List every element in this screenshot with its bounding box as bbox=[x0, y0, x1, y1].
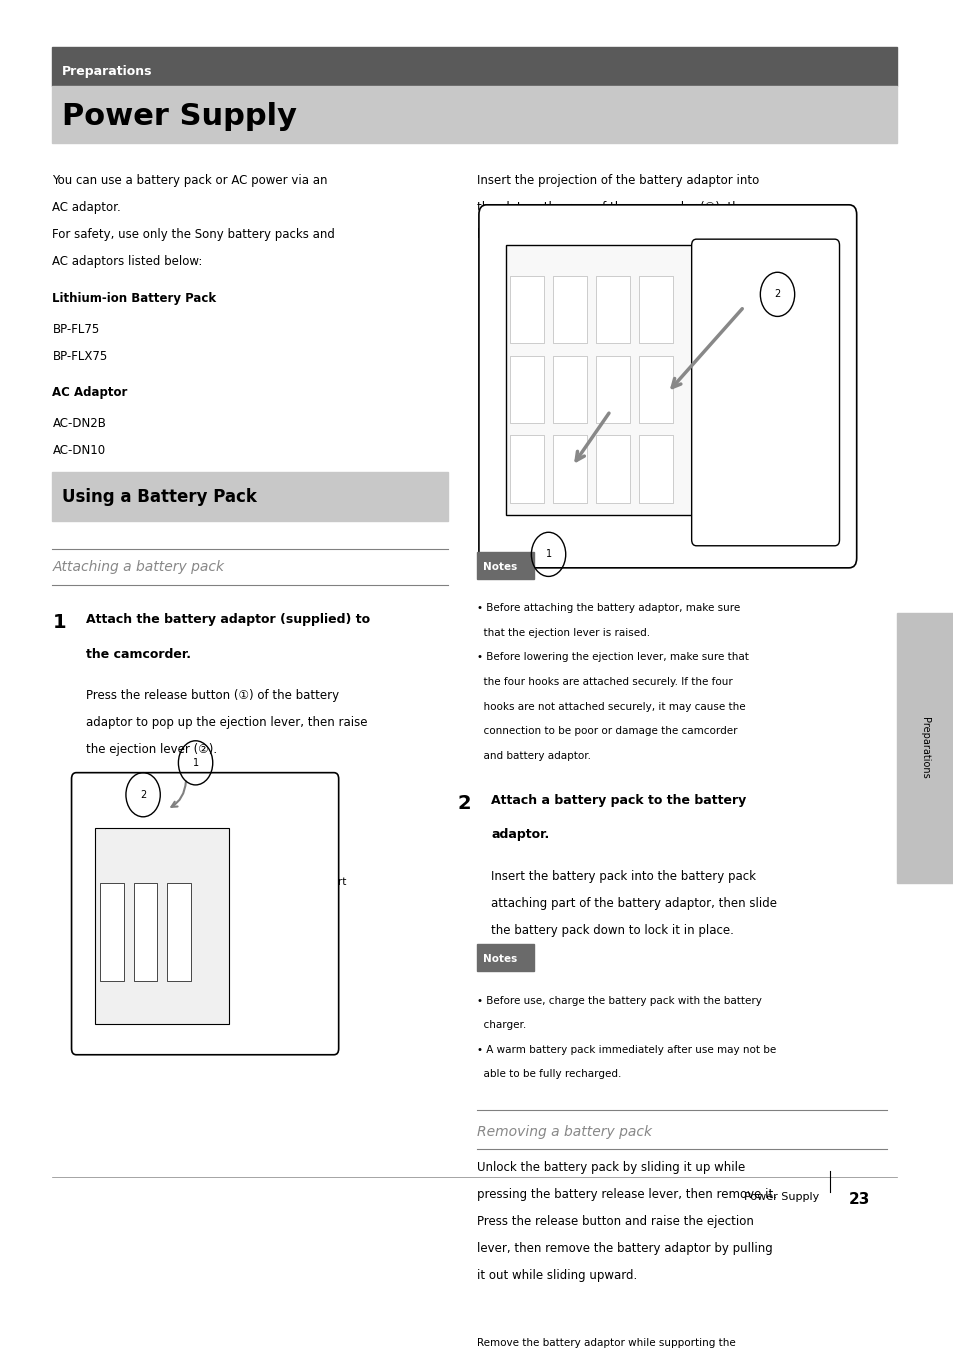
Bar bbox=[133, 883, 157, 982]
Text: lever, then remove the battery adaptor by pulling: lever, then remove the battery adaptor b… bbox=[476, 1242, 772, 1256]
Text: able to be fully recharged.: able to be fully recharged. bbox=[476, 1069, 620, 1079]
Text: Notes: Notes bbox=[482, 561, 517, 572]
Text: the battery pack down to lock it in place.: the battery pack down to lock it in plac… bbox=[491, 923, 734, 937]
Text: AC-DN2B: AC-DN2B bbox=[52, 416, 106, 430]
Text: 2: 2 bbox=[140, 790, 146, 800]
Text: • Before attaching the battery adaptor, make sure: • Before attaching the battery adaptor, … bbox=[476, 603, 740, 614]
Bar bbox=[167, 883, 191, 982]
Text: Battery: Battery bbox=[71, 895, 110, 906]
Text: Power Supply: Power Supply bbox=[743, 1192, 819, 1202]
Text: Note: Note bbox=[482, 1297, 510, 1306]
Text: adaptor to pop up the ejection lever, then raise: adaptor to pop up the ejection lever, th… bbox=[86, 717, 367, 729]
Text: Battery pack: Battery pack bbox=[272, 852, 338, 863]
Bar bbox=[596, 276, 629, 343]
Bar bbox=[596, 356, 629, 423]
Bar bbox=[52, 85, 896, 143]
FancyArrowPatch shape bbox=[172, 781, 186, 807]
Text: 2: 2 bbox=[457, 794, 471, 813]
Bar bbox=[896, 614, 953, 883]
FancyBboxPatch shape bbox=[71, 772, 338, 1055]
Bar bbox=[639, 356, 672, 423]
Text: 1: 1 bbox=[52, 614, 66, 633]
Text: Unlock the battery pack by sliding it up while: Unlock the battery pack by sliding it up… bbox=[476, 1161, 744, 1175]
Bar bbox=[476, 1287, 526, 1314]
Bar bbox=[52, 472, 448, 522]
Text: Insert the battery pack into the battery pack: Insert the battery pack into the battery… bbox=[491, 869, 756, 883]
Text: attaching part: attaching part bbox=[272, 877, 346, 887]
Text: the slot on the rear of the camcorder (①), then: the slot on the rear of the camcorder (①… bbox=[476, 201, 754, 214]
Text: AC adaptor.: AC adaptor. bbox=[52, 201, 121, 214]
Text: the camcorder.: the camcorder. bbox=[86, 648, 191, 661]
Bar bbox=[553, 356, 586, 423]
Text: Attaching a battery pack: Attaching a battery pack bbox=[52, 561, 224, 575]
Text: • A warm battery pack immediately after use may not be: • A warm battery pack immediately after … bbox=[476, 1045, 776, 1055]
Text: 23: 23 bbox=[848, 1192, 869, 1207]
Text: the ejection lever (②).: the ejection lever (②). bbox=[86, 744, 216, 756]
Text: Lithium-ion Battery Pack: Lithium-ion Battery Pack bbox=[52, 292, 216, 306]
Text: Preparations: Preparations bbox=[920, 718, 929, 779]
Bar bbox=[95, 827, 229, 1023]
Text: charger.: charger. bbox=[476, 1021, 526, 1030]
Text: adaptor.: adaptor. bbox=[491, 827, 549, 841]
Text: AC-DN10: AC-DN10 bbox=[52, 443, 106, 457]
Text: and battery adaptor.: and battery adaptor. bbox=[476, 750, 590, 761]
Bar bbox=[505, 245, 696, 515]
Text: Using a Battery Pack: Using a Battery Pack bbox=[62, 488, 256, 506]
Text: hooks are not attached securely, it may cause the: hooks are not attached securely, it may … bbox=[476, 702, 745, 711]
Text: Insert the projection of the battery adaptor into: Insert the projection of the battery ada… bbox=[476, 174, 759, 187]
Text: 2: 2 bbox=[774, 289, 780, 299]
Text: Preparations: Preparations bbox=[62, 65, 152, 77]
Text: Removing a battery pack: Removing a battery pack bbox=[476, 1125, 651, 1138]
FancyBboxPatch shape bbox=[478, 204, 856, 568]
Text: attaching part of the battery adaptor, then slide: attaching part of the battery adaptor, t… bbox=[491, 896, 777, 910]
Bar bbox=[510, 356, 543, 423]
Text: For safety, use only the Sony battery packs and: For safety, use only the Sony battery pa… bbox=[52, 228, 335, 241]
Text: 1: 1 bbox=[193, 758, 198, 768]
Text: that the ejection lever is raised.: that the ejection lever is raised. bbox=[476, 627, 649, 638]
Text: BP-FLX75: BP-FLX75 bbox=[52, 350, 108, 362]
Text: release: release bbox=[71, 918, 110, 927]
Bar bbox=[476, 944, 534, 971]
FancyArrowPatch shape bbox=[576, 414, 608, 461]
Bar bbox=[596, 435, 629, 503]
Bar bbox=[510, 435, 543, 503]
Text: 1: 1 bbox=[545, 549, 551, 560]
Text: AC Adaptor: AC Adaptor bbox=[52, 387, 128, 399]
Text: Press the release button (①) of the battery: Press the release button (①) of the batt… bbox=[86, 690, 338, 702]
Bar bbox=[639, 276, 672, 343]
Text: lever: lever bbox=[71, 940, 98, 949]
Text: Attach the battery adaptor (supplied) to: Attach the battery adaptor (supplied) to bbox=[86, 614, 370, 626]
FancyBboxPatch shape bbox=[691, 239, 839, 546]
Bar bbox=[553, 435, 586, 503]
Text: You can use a battery pack or AC power via an: You can use a battery pack or AC power v… bbox=[52, 174, 328, 187]
Bar bbox=[476, 552, 534, 579]
Text: lower the ejection lever (②).: lower the ejection lever (②). bbox=[476, 228, 643, 241]
Bar bbox=[52, 46, 896, 85]
Bar bbox=[510, 276, 543, 343]
Text: pressing the battery release lever, then remove it.: pressing the battery release lever, then… bbox=[476, 1188, 776, 1202]
Text: Notes: Notes bbox=[482, 955, 517, 964]
Text: • Before use, charge the battery pack with the battery: • Before use, charge the battery pack wi… bbox=[476, 996, 761, 1006]
Text: AC adaptors listed below:: AC adaptors listed below: bbox=[52, 256, 203, 268]
FancyArrowPatch shape bbox=[672, 308, 741, 388]
Text: it out while sliding upward.: it out while sliding upward. bbox=[476, 1270, 637, 1282]
Bar bbox=[639, 435, 672, 503]
Bar bbox=[553, 276, 586, 343]
Text: BP-FL75: BP-FL75 bbox=[52, 323, 100, 335]
Text: connection to be poor or damage the camcorder: connection to be poor or damage the camc… bbox=[476, 726, 737, 735]
Text: Remove the battery adaptor while supporting the: Remove the battery adaptor while support… bbox=[476, 1338, 735, 1348]
Text: • Before lowering the ejection lever, make sure that: • Before lowering the ejection lever, ma… bbox=[476, 653, 748, 662]
Text: the four hooks are attached securely. If the four: the four hooks are attached securely. If… bbox=[476, 677, 732, 687]
Bar bbox=[100, 883, 124, 982]
Text: Power Supply: Power Supply bbox=[62, 101, 296, 131]
Text: Attach a battery pack to the battery: Attach a battery pack to the battery bbox=[491, 794, 746, 807]
Text: Press the release button and raise the ejection: Press the release button and raise the e… bbox=[476, 1215, 753, 1229]
